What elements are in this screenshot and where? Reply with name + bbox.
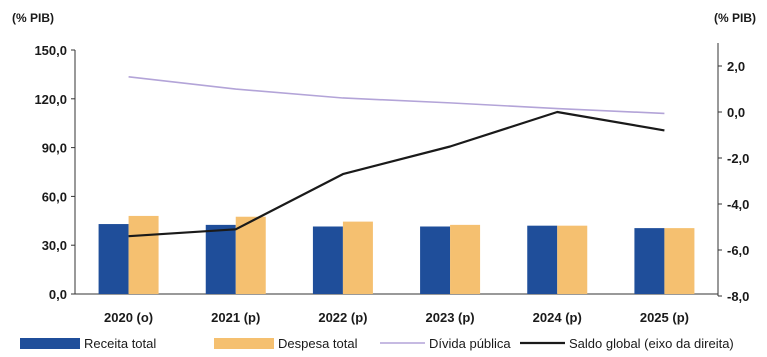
right-tick-label: -6,0 [727, 243, 749, 258]
legend-item: Receita total [20, 336, 156, 351]
axes [74, 43, 719, 296]
left-tick-label: 150,0 [34, 43, 67, 58]
bars [98, 215, 695, 294]
bar-receita [98, 224, 129, 294]
bar-despesa [128, 215, 159, 294]
bar-receita [312, 226, 343, 294]
bar-receita [205, 224, 236, 294]
right-tick-label: -8,0 [727, 289, 749, 304]
bar-despesa [342, 221, 373, 294]
x-axis-ticks: 2020 (o) 2021 (p) 2022 (p) 2023 (p) 2024 (p)… [104, 310, 689, 325]
legend-item: Dívida pública [380, 336, 511, 351]
bar-despesa [450, 224, 481, 294]
bar-despesa [557, 225, 588, 294]
bar-receita [420, 226, 451, 294]
x-tick-label: 2020 (o) [104, 310, 153, 325]
x-tick-label: 2022 (p) [318, 310, 367, 325]
right-tick-label: -4,0 [727, 197, 749, 212]
legend-item: Saldo global (eixo da direita) [520, 336, 734, 351]
right-axis-unit: (% PIB) [714, 11, 756, 25]
divida-publica-line [128, 76, 665, 115]
x-tick-label: 2024 (p) [533, 310, 582, 325]
right-tick-label: 2,0 [727, 59, 745, 74]
left-tick-label: 0,0 [49, 287, 67, 302]
saldo-global-line [128, 110, 665, 238]
right-tick-label: -2,0 [727, 151, 749, 166]
left-tick-label: 30,0 [42, 238, 67, 253]
x-tick-label: 2021 (p) [211, 310, 260, 325]
left-axis-ticks: 0,0 30,0 60,0 90,0 120,0 150,0 [34, 43, 75, 302]
legend-item: Despesa total [214, 336, 358, 351]
bar-receita [527, 225, 558, 294]
legend-label: Saldo global (eixo da direita) [569, 336, 734, 351]
bar-despesa [664, 228, 695, 294]
legend-label: Dívida pública [429, 336, 511, 351]
legend-label: Receita total [84, 336, 156, 351]
right-tick-label: 0,0 [727, 105, 745, 120]
x-tick-label: 2023 (p) [426, 310, 475, 325]
legend-swatch [214, 338, 274, 349]
right-axis-ticks: -8,0 -6,0 -4,0 -2,0 0,0 2,0 [718, 59, 749, 304]
legend-label: Despesa total [278, 336, 358, 351]
left-tick-label: 120,0 [34, 92, 67, 107]
lines [128, 76, 665, 238]
left-tick-label: 60,0 [42, 189, 67, 204]
legend-swatch [20, 338, 80, 349]
left-axis-unit: (% PIB) [12, 11, 54, 25]
bar-receita [634, 228, 665, 294]
bar-despesa [235, 216, 266, 294]
legend: Receita total Despesa total Dívida pública… [20, 336, 734, 351]
x-tick-label: 2025 (p) [640, 310, 689, 325]
left-tick-label: 90,0 [42, 141, 67, 156]
